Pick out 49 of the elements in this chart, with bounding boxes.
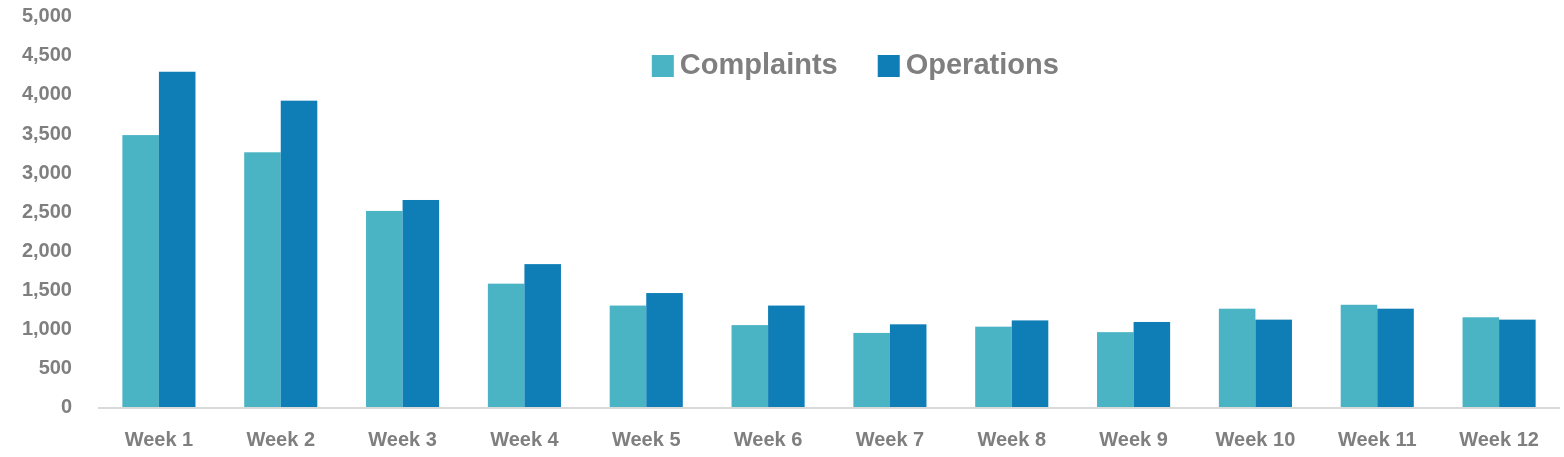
bar	[731, 325, 769, 408]
y-tick-label: 3,000	[21, 160, 72, 183]
x-tick-label: Week 11	[1337, 428, 1417, 451]
bar	[1499, 319, 1536, 408]
bar	[366, 210, 403, 408]
bar	[1011, 320, 1049, 408]
x-tick-label: Week 2	[246, 428, 316, 451]
bar	[889, 324, 927, 408]
bar	[609, 305, 647, 408]
x-tick-label: Week 3	[368, 428, 437, 451]
bar	[1097, 332, 1134, 408]
bar	[244, 152, 281, 408]
x-tick-label: Week 1	[124, 428, 194, 451]
x-tick-label: Week 12	[1459, 428, 1539, 451]
y-tick-label: 1,000	[21, 317, 72, 340]
legend-label: Complaints	[679, 47, 838, 80]
y-tick-label: 1,500	[21, 277, 72, 300]
y-tick-label: 4,000	[21, 82, 72, 105]
x-tick-label: Week 6	[733, 428, 803, 451]
y-tick-label: 4,500	[21, 43, 72, 66]
bar	[1462, 317, 1500, 408]
bar	[524, 264, 561, 408]
y-tick-label: 0	[60, 395, 72, 418]
bar	[122, 135, 159, 408]
bar	[768, 305, 805, 408]
y-tick-label: 2,000	[21, 238, 72, 261]
bar	[487, 283, 525, 408]
x-tick-label: Week 4	[490, 428, 560, 451]
y-tick-label: 500	[38, 356, 72, 379]
y-tick-label: 5,000	[21, 4, 72, 27]
x-tick-label: Week 10	[1215, 428, 1296, 451]
bar	[1377, 308, 1414, 408]
bar	[853, 332, 890, 408]
x-tick-label: Week 7	[855, 428, 925, 451]
bar	[158, 71, 196, 408]
bar	[1133, 321, 1171, 408]
bar	[646, 293, 683, 408]
bar	[1218, 308, 1256, 408]
bar	[1340, 304, 1378, 408]
x-tick-label: Week 8	[977, 428, 1047, 451]
x-tick-label: Week 5	[611, 428, 681, 451]
legend-label: Operations	[905, 47, 1059, 80]
bar	[1255, 319, 1292, 408]
bar	[975, 326, 1012, 408]
bar	[280, 100, 318, 408]
y-tick-label: 3,500	[21, 121, 72, 144]
bar	[402, 199, 440, 408]
x-tick-label: Week 9	[1099, 428, 1168, 451]
y-tick-label: 2,500	[21, 199, 72, 222]
